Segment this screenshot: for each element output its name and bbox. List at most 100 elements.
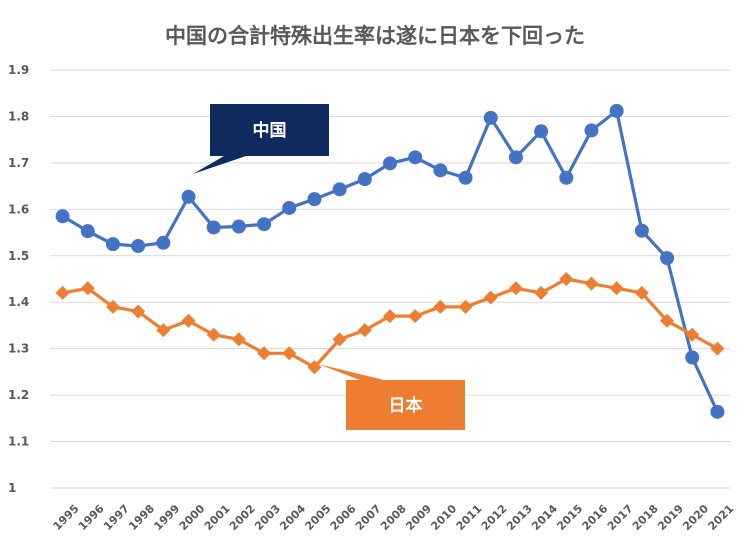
data-point — [332, 182, 347, 197]
data-point — [685, 350, 700, 365]
data-point — [80, 281, 95, 296]
callout-pointer — [193, 156, 246, 174]
data-point — [156, 323, 171, 338]
data-point — [433, 163, 448, 178]
x-tick-label: 2000 — [177, 502, 208, 533]
data-point — [433, 299, 448, 314]
data-point — [660, 251, 675, 266]
x-tick-label: 2007 — [353, 502, 384, 533]
callout-0: 中国 — [193, 104, 329, 174]
x-tick-label: 2011 — [454, 502, 485, 533]
x-tick-label: 2009 — [403, 502, 434, 533]
x-tick-label: 2016 — [580, 502, 611, 533]
y-axis-ticks: 1 1.1 1.2 1.3 1.4 1.5 1.6 1.7 1.8 1.9 — [8, 63, 29, 495]
data-point — [105, 299, 120, 314]
x-tick-label: 1997 — [101, 502, 132, 533]
data-point — [458, 299, 473, 314]
gridlines — [50, 69, 730, 489]
x-tick-label: 1998 — [126, 502, 157, 533]
data-point — [105, 237, 120, 252]
data-point — [559, 272, 574, 286]
data-point — [131, 239, 146, 254]
data-point — [534, 124, 549, 139]
y-tick-label: 1.9 — [8, 63, 29, 77]
callout-pointer — [318, 364, 384, 380]
data-point — [131, 304, 146, 319]
x-tick-label: 2017 — [605, 502, 636, 533]
data-point — [634, 223, 649, 238]
data-point — [408, 309, 423, 324]
callout-1: 日本 — [318, 364, 465, 430]
y-tick-label: 1.1 — [8, 435, 29, 449]
data-point — [634, 285, 649, 300]
data-point — [508, 281, 523, 296]
data-point — [660, 313, 675, 328]
data-point — [55, 285, 70, 300]
y-tick-label: 1.4 — [8, 295, 29, 309]
data-point — [357, 172, 372, 187]
data-point — [458, 170, 473, 185]
series-0 — [55, 103, 725, 419]
x-tick-label: 2003 — [252, 502, 283, 533]
x-tick-label: 2002 — [227, 502, 258, 533]
data-point — [307, 192, 322, 207]
data-point — [383, 156, 397, 171]
data-point — [559, 170, 574, 185]
data-point — [383, 309, 397, 324]
y-tick-label: 1.5 — [8, 249, 29, 263]
x-tick-label: 2006 — [328, 502, 359, 533]
data-point — [206, 220, 221, 235]
data-point — [710, 404, 725, 419]
chart-title: 中国の合計特殊出生率は遂に日本を下回った — [165, 24, 585, 48]
data-point — [282, 200, 297, 215]
x-axis-ticks: 1995199619971998199920002001200220032004… — [51, 502, 737, 533]
data-point — [483, 290, 498, 305]
data-point — [231, 332, 246, 347]
series-1 — [55, 272, 725, 375]
data-point — [80, 224, 95, 239]
callout-label: 中国 — [253, 120, 287, 141]
x-tick-label: 2019 — [655, 502, 686, 533]
x-tick-label: 2008 — [378, 502, 409, 533]
data-point — [206, 327, 221, 342]
data-point — [181, 313, 196, 328]
y-tick-label: 1 — [8, 481, 16, 495]
data-point — [307, 360, 322, 375]
x-tick-label: 2004 — [277, 502, 308, 533]
data-point — [257, 346, 272, 361]
data-point — [508, 150, 523, 165]
callout-label: 日本 — [389, 395, 423, 416]
x-tick-label: 2013 — [504, 502, 535, 533]
data-point — [685, 327, 700, 342]
x-tick-label: 1999 — [151, 502, 182, 533]
data-point — [710, 341, 725, 356]
x-tick-label: 2010 — [428, 502, 459, 533]
data-point — [584, 123, 599, 138]
data-point — [156, 235, 171, 250]
y-tick-label: 1.2 — [8, 388, 29, 402]
x-tick-label: 2014 — [529, 502, 560, 533]
data-point — [282, 346, 297, 361]
callout-box — [346, 380, 465, 430]
x-tick-label: 2012 — [479, 502, 510, 533]
data-point — [609, 103, 624, 118]
data-point — [231, 219, 246, 234]
data-point — [55, 209, 70, 224]
data-point — [332, 332, 347, 347]
x-tick-label: 1995 — [51, 502, 82, 533]
data-point — [257, 217, 272, 232]
series-line — [61, 109, 719, 413]
data-point — [584, 276, 599, 291]
data-point — [609, 281, 624, 296]
x-tick-label: 2001 — [202, 502, 233, 533]
y-tick-label: 1.8 — [8, 109, 29, 123]
data-point — [534, 285, 549, 300]
data-point — [483, 110, 498, 125]
x-tick-label: 1996 — [76, 502, 107, 533]
x-tick-label: 2021 — [706, 502, 737, 533]
y-tick-label: 1.7 — [8, 156, 29, 170]
callout-box — [210, 104, 329, 156]
data-point — [408, 150, 423, 165]
